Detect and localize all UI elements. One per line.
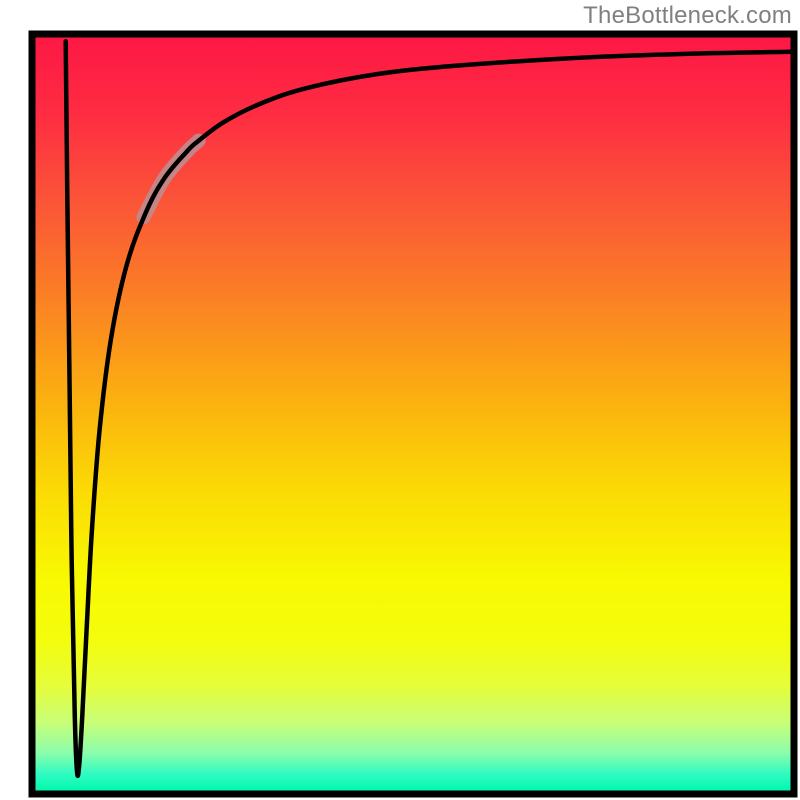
watermark-text: TheBottleneck.com (583, 2, 792, 30)
chart-container: TheBottleneck.com (0, 0, 800, 800)
chart-svg (0, 0, 800, 800)
gradient-background (36, 38, 791, 791)
